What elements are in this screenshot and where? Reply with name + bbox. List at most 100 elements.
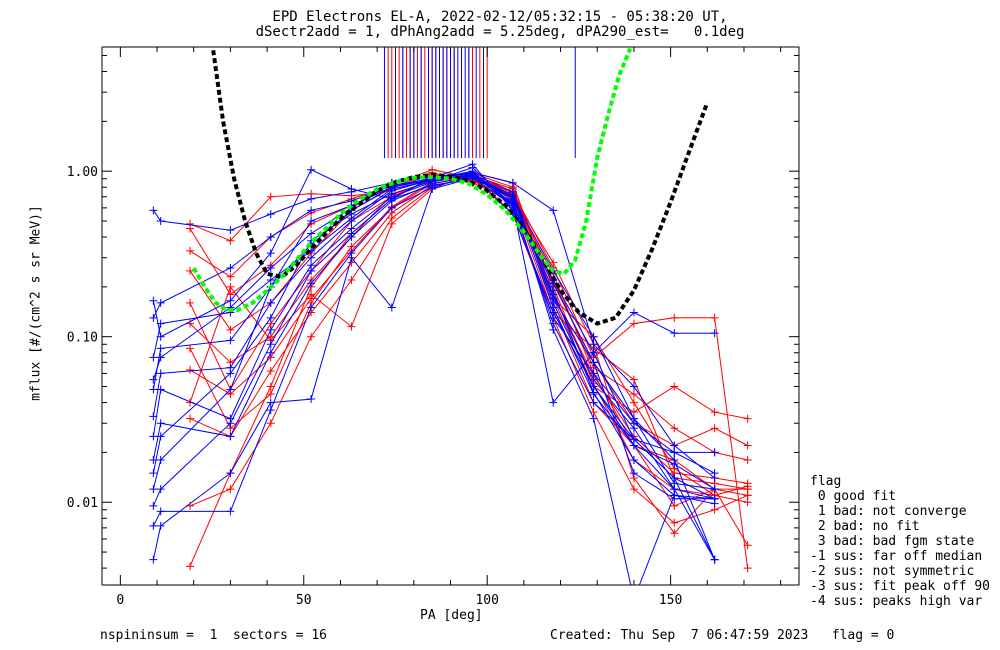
data-point-blue xyxy=(149,385,158,394)
data-point-blue xyxy=(156,432,165,441)
x-axis-label: PA [deg] xyxy=(420,608,483,623)
data-point-red xyxy=(743,441,752,450)
data-point-red xyxy=(670,424,679,433)
data-point-blue xyxy=(347,253,356,262)
data-point-blue xyxy=(589,398,598,407)
data-point-blue xyxy=(589,358,598,367)
legend-item: -2 sus: not symmetric xyxy=(810,564,975,579)
data-point-red xyxy=(743,498,752,507)
data-point-blue xyxy=(307,253,316,262)
series-line-red xyxy=(189,178,748,484)
legend-item: 3 bad: bad fgm state xyxy=(810,534,975,549)
data-point-blue xyxy=(347,216,356,225)
data-point-red xyxy=(186,246,195,255)
data-point-blue xyxy=(149,501,158,510)
data-point-blue xyxy=(156,298,165,307)
fit-curve-black xyxy=(210,47,710,326)
data-point-blue xyxy=(710,448,719,457)
data-point-blue xyxy=(670,441,679,450)
data-point-red xyxy=(186,365,195,374)
data-point-red xyxy=(226,236,235,245)
data-point-blue xyxy=(549,398,558,407)
data-point-blue xyxy=(266,233,275,242)
data-point-blue xyxy=(710,329,719,338)
data-point-blue xyxy=(508,197,517,206)
data-point-blue xyxy=(226,507,235,516)
footer-left: nspininsum = 1 sectors = 16 xyxy=(100,628,327,643)
legend-item: 1 bad: not converge xyxy=(810,504,967,519)
legend-item: 0 good fit xyxy=(810,489,897,504)
data-point-blue xyxy=(226,226,235,235)
data-point-blue xyxy=(387,303,396,312)
data-point-red xyxy=(670,501,679,510)
fit-curve-green xyxy=(191,47,633,312)
data-point-red xyxy=(710,424,719,433)
data-point-blue xyxy=(307,395,316,404)
data-point-blue xyxy=(347,185,356,194)
data-point-blue xyxy=(589,340,598,349)
data-point-blue xyxy=(156,369,165,378)
data-point-blue xyxy=(670,455,679,464)
data-point-blue xyxy=(226,369,235,378)
data-point-blue xyxy=(589,414,598,423)
data-point-blue xyxy=(307,194,316,203)
data-point-red xyxy=(629,390,638,399)
data-point-blue xyxy=(149,485,158,494)
data-point-red xyxy=(347,322,356,331)
data-point-blue xyxy=(549,325,558,334)
series-line-blue xyxy=(152,163,716,560)
data-point-blue xyxy=(226,336,235,345)
data-point-blue xyxy=(549,294,558,303)
data-point-blue xyxy=(266,276,275,285)
data-point-blue xyxy=(156,507,165,516)
data-point-blue xyxy=(629,308,638,317)
data-point-blue xyxy=(670,491,679,500)
data-point-blue xyxy=(266,298,275,307)
data-point-blue xyxy=(226,263,235,272)
data-point-red xyxy=(186,319,195,328)
data-point-blue xyxy=(629,455,638,464)
data-point-blue xyxy=(549,308,558,317)
data-point-red xyxy=(629,319,638,328)
data-point-red xyxy=(226,282,235,291)
data-point-blue xyxy=(226,385,235,394)
legend-item: -4 sus: peaks high var xyxy=(810,594,983,609)
data-point-blue xyxy=(307,266,316,275)
data-point-red xyxy=(226,272,235,281)
data-point-blue xyxy=(149,555,158,564)
data-point-blue xyxy=(156,344,165,353)
series-line-red xyxy=(189,177,749,567)
data-point-blue xyxy=(347,229,356,238)
y-axis-label: mflux [#/(cm^2 s sr MeV)] xyxy=(28,205,44,401)
data-point-blue xyxy=(149,313,158,322)
footer-right: Created: Thu Sep 7 06:47:59 2023 flag = … xyxy=(550,628,895,643)
data-point-blue xyxy=(156,419,165,428)
data-point-blue xyxy=(387,203,396,212)
data-point-blue xyxy=(710,474,719,483)
x-tick-label: 50 xyxy=(296,593,312,608)
data-point-blue xyxy=(156,216,165,225)
data-point-blue xyxy=(149,353,158,362)
chart-title-line1: EPD Electrons EL-A, 2022-02-12/05:32:15 … xyxy=(272,9,728,25)
data-point-blue xyxy=(307,303,316,312)
data-point-blue xyxy=(266,210,275,219)
data-point-blue xyxy=(670,479,679,488)
y-tick-label: 0.10 xyxy=(67,331,98,346)
x-tick-label: 100 xyxy=(475,593,498,608)
data-point-red xyxy=(307,290,316,299)
data-point-blue xyxy=(266,263,275,272)
data-point-blue xyxy=(629,441,638,450)
data-point-red xyxy=(629,398,638,407)
data-point-blue xyxy=(226,469,235,478)
legend-item: -1 sus: far off median xyxy=(810,549,983,564)
data-point-red xyxy=(186,298,195,307)
data-point-blue xyxy=(629,414,638,423)
data-point-blue xyxy=(266,340,275,349)
data-point-blue xyxy=(156,385,165,394)
data-point-red xyxy=(743,455,752,464)
data-point-red xyxy=(629,485,638,494)
data-point-red xyxy=(307,332,316,341)
data-point-blue xyxy=(589,348,598,357)
series-line-blue xyxy=(152,173,715,500)
